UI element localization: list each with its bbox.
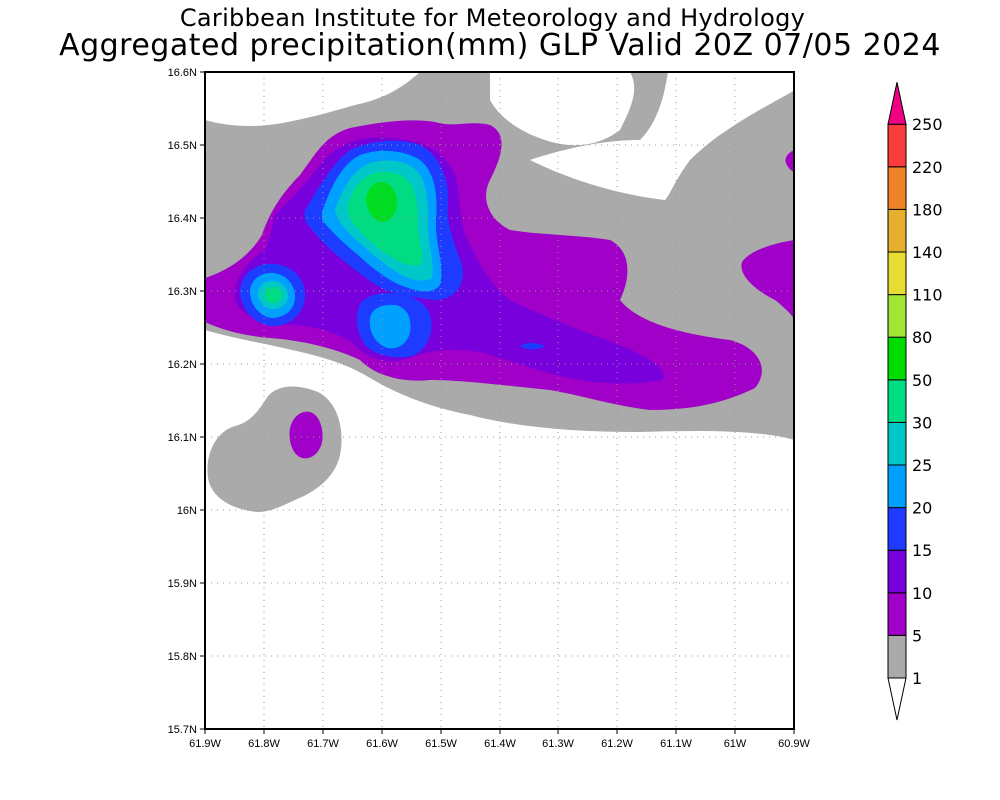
lon-label: 61W: [724, 738, 747, 750]
lat-labels: 16.6N 16.5N 16.4N 16.3N 16.2N 16.1N 16N …: [168, 67, 197, 736]
lon-label: 61.9W: [189, 738, 221, 750]
axis-ticks: [200, 71, 795, 734]
lon-label: 61.1W: [660, 738, 692, 750]
contour-green-core: [366, 182, 398, 223]
colorbar-label: 110: [912, 286, 943, 305]
contour-purple-island: [289, 411, 323, 459]
lat-label: 16.4N: [168, 213, 197, 225]
lat-label: 16.2N: [168, 359, 197, 371]
colorbar-label: 10: [912, 584, 932, 603]
colorbar-swatch: [887, 336, 907, 381]
lon-labels: 61.9W 61.8W 61.7W 61.6W 61.5W 61.4W 61.3…: [189, 738, 810, 750]
lat-label: 16.3N: [168, 286, 197, 298]
colorbar-swatch: [887, 379, 907, 423]
lon-label: 61.5W: [425, 738, 457, 750]
lon-label: 61.6W: [366, 738, 398, 750]
lat-label: 15.8N: [168, 651, 197, 663]
colorbar-swatch: [887, 123, 907, 168]
colorbar-label: 180: [912, 200, 943, 219]
colorbar-swatch: [887, 251, 907, 296]
precipitation-contours: [205, 72, 794, 512]
colorbar-swatch: [887, 294, 907, 338]
lon-label: 61.4W: [484, 738, 516, 750]
colorbar-label: 30: [912, 413, 932, 432]
colorbar-top-triangle: [887, 82, 907, 125]
lat-label: 16.1N: [168, 432, 197, 444]
colorbar-label: 220: [912, 158, 943, 177]
contour-lightblue-south: [369, 304, 411, 349]
lat-label: 16.6N: [168, 67, 197, 79]
lon-label: 61.2W: [601, 738, 633, 750]
colorbar-bottom-triangle: [887, 677, 907, 721]
colorbar-label: 5: [912, 626, 922, 645]
lat-label: 15.9N: [168, 578, 197, 590]
title-line-1: Caribbean Institute for Meteorology and …: [179, 4, 806, 32]
colorbar-label: 250: [912, 115, 943, 134]
colorbar-swatch: [887, 421, 907, 466]
contour-white-ne2: [530, 72, 794, 200]
contour-blue-small: [520, 343, 545, 350]
lat-label: 16N: [177, 505, 197, 517]
colorbar-swatch: [887, 634, 907, 679]
map-grid: [205, 72, 794, 729]
contour-white-ne1: [490, 72, 635, 146]
colorbar-label: 20: [912, 499, 932, 518]
lon-label: 61.3W: [542, 738, 574, 750]
contour-purple-east-small: [785, 150, 794, 172]
lon-label: 60.9W: [778, 738, 810, 750]
colorbar-swatch: [887, 507, 907, 551]
colorbar-swatch: [887, 592, 907, 636]
colorbar-label: 140: [912, 243, 943, 262]
lon-label: 61.8W: [248, 738, 280, 750]
contour-white-west: [205, 72, 420, 125]
colorbar-swatch: [887, 166, 907, 210]
lon-label: 61.7W: [307, 738, 339, 750]
lat-label: 16.5N: [168, 140, 197, 152]
colorbar-label: 80: [912, 328, 932, 347]
colorbar-swatch: [887, 208, 907, 253]
title-line-2: Aggregated precipitation(mm) GLP Valid 2…: [59, 28, 941, 63]
contour-purple-east: [741, 240, 794, 319]
colorbar-label: 25: [912, 456, 932, 475]
colorbar-swatch: [887, 549, 907, 594]
colorbar-label: 1: [912, 669, 922, 688]
colorbar-swatch: [887, 464, 907, 509]
colorbar-label: 15: [912, 541, 932, 560]
colorbar-label: 50: [912, 371, 932, 390]
lat-label: 15.7N: [168, 724, 197, 736]
